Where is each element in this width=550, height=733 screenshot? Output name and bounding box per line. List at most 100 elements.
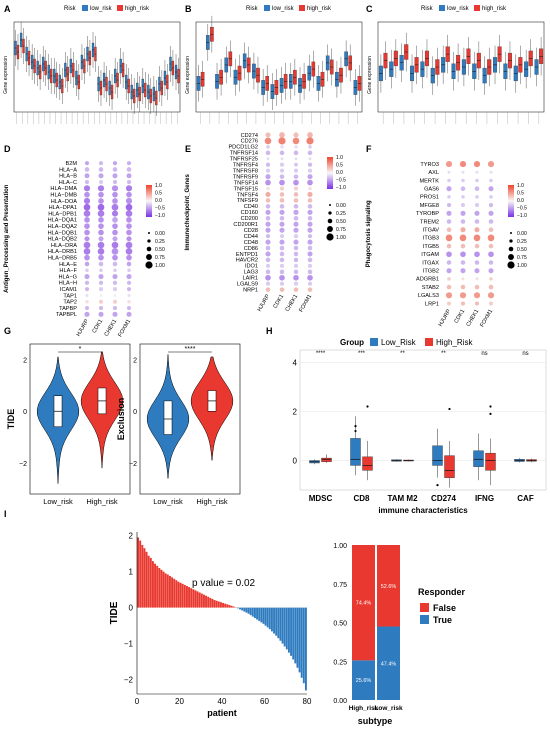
outlier-dot bbox=[354, 425, 357, 428]
corr-dot bbox=[446, 210, 452, 216]
gene-label: B2M bbox=[65, 161, 77, 167]
corr-dot bbox=[126, 167, 132, 172]
gene-label: TNFSF14 bbox=[234, 180, 258, 186]
legend-high-swatch bbox=[474, 5, 480, 11]
corr-dot bbox=[293, 245, 299, 251]
sig-label: ns bbox=[481, 351, 487, 357]
column-label: FOXM1 bbox=[479, 309, 494, 329]
x-tick: CD8 bbox=[353, 494, 370, 503]
corr-dot bbox=[293, 168, 299, 173]
size-tick: 0.50 bbox=[155, 247, 165, 253]
corr-dot bbox=[474, 219, 480, 224]
gene-label: ITGAM bbox=[421, 252, 439, 258]
panel-letter-e: E bbox=[185, 144, 191, 154]
false-segment bbox=[377, 545, 400, 627]
patient-bar bbox=[247, 607, 250, 614]
false-percent: 74.4% bbox=[356, 601, 372, 607]
gene-label: HLA−DRB1 bbox=[48, 249, 77, 255]
patient-bar bbox=[147, 555, 150, 608]
corr-dot bbox=[307, 162, 313, 167]
gene-label: CD48 bbox=[244, 240, 258, 246]
corr-dot bbox=[279, 209, 285, 215]
x-tick: 40 bbox=[218, 697, 227, 706]
corr-dot bbox=[126, 254, 132, 261]
corr-dot bbox=[279, 263, 285, 268]
colour-tick: −1.0 bbox=[155, 213, 165, 219]
gene-label: CD276 bbox=[241, 139, 258, 145]
false-segment bbox=[352, 545, 375, 661]
corr-dot bbox=[293, 287, 299, 292]
side-label: Phagocytosis signaling bbox=[366, 200, 372, 267]
gene-label: HLA−B bbox=[59, 174, 77, 180]
corr-dot bbox=[98, 223, 104, 229]
corr-dot bbox=[265, 245, 271, 251]
size-key-dot bbox=[507, 261, 515, 269]
corr-dot bbox=[84, 287, 90, 292]
patient-bar bbox=[258, 607, 261, 621]
corr-dot bbox=[293, 179, 299, 186]
corr-dot bbox=[112, 167, 118, 172]
patient-bar bbox=[294, 607, 297, 664]
corr-dot bbox=[446, 284, 452, 290]
corr-dot bbox=[126, 229, 132, 236]
patient-bar bbox=[149, 557, 152, 608]
column-label: HJURP bbox=[76, 318, 91, 337]
corr-dot bbox=[265, 162, 271, 167]
corr-dot bbox=[279, 215, 285, 221]
y-tick: 0.75 bbox=[333, 582, 347, 589]
corr-dot bbox=[126, 173, 132, 179]
corr-dot bbox=[293, 234, 299, 239]
corr-dot bbox=[84, 261, 90, 267]
legend-title: Group bbox=[340, 338, 364, 347]
corr-dot bbox=[279, 198, 285, 203]
corr-dot bbox=[97, 248, 105, 255]
panel-h-boxplot: Group Low_Risk High_Risk420****MDSC***CD8*… bbox=[293, 338, 547, 515]
patient-bar bbox=[217, 601, 220, 608]
x-tick: IFNG bbox=[475, 494, 494, 503]
x-tick: Low_risk bbox=[153, 497, 183, 506]
y-tick: 2 bbox=[133, 358, 137, 365]
corr-dot bbox=[112, 254, 118, 261]
corr-dot bbox=[459, 161, 467, 168]
colour-tick: −1.0 bbox=[336, 185, 346, 191]
corr-dot bbox=[473, 234, 481, 242]
corr-dot bbox=[98, 299, 104, 304]
corr-dot bbox=[293, 239, 299, 245]
corr-dot bbox=[98, 180, 104, 185]
corr-dot bbox=[112, 191, 118, 198]
legend-low-label: low_risk bbox=[90, 6, 113, 12]
patient-bar bbox=[304, 607, 307, 691]
corr-dot bbox=[460, 210, 466, 216]
corr-dot bbox=[446, 243, 452, 249]
gene-label: HLA−E bbox=[59, 262, 77, 268]
corr-dot bbox=[84, 223, 90, 229]
gene-label: ITGB5 bbox=[423, 244, 439, 250]
corr-dot bbox=[112, 261, 118, 267]
corr-dot bbox=[265, 287, 271, 292]
gene-label: NRP1 bbox=[243, 287, 258, 293]
patient-bar bbox=[141, 544, 144, 608]
patient-bar bbox=[158, 568, 161, 608]
corr-dot bbox=[111, 185, 119, 192]
legend-high-label: high_risk bbox=[125, 6, 150, 12]
patient-bar bbox=[266, 607, 269, 628]
size-tick: 0.50 bbox=[336, 219, 346, 225]
panel-g-violins: TIDE 2 0 −2 Low_risk High_risk * Exclusion 2 0 −2 L… bbox=[6, 343, 241, 506]
size-tick: 0.00 bbox=[336, 203, 346, 209]
patient-bar bbox=[239, 607, 242, 610]
corr-dot bbox=[460, 243, 466, 249]
panel-i-stacked-bar: 1.00 0.75 0.50 0.25 0.00 74.4% 25.6% High_risk 5… bbox=[333, 543, 465, 726]
corr-dot bbox=[279, 274, 285, 281]
corr-dot bbox=[98, 273, 104, 280]
feature-box bbox=[432, 445, 443, 466]
size-key-dot bbox=[327, 226, 333, 232]
legend-title: Risk bbox=[64, 6, 77, 12]
corr-dot bbox=[98, 173, 104, 179]
corr-dot bbox=[85, 299, 89, 304]
corr-dot bbox=[279, 269, 285, 275]
patient-bar bbox=[285, 607, 288, 650]
corr-dot bbox=[127, 293, 131, 297]
x-tick: 0 bbox=[135, 697, 140, 706]
legend-low-label: low_risk bbox=[447, 6, 470, 12]
corr-dot bbox=[112, 280, 118, 285]
